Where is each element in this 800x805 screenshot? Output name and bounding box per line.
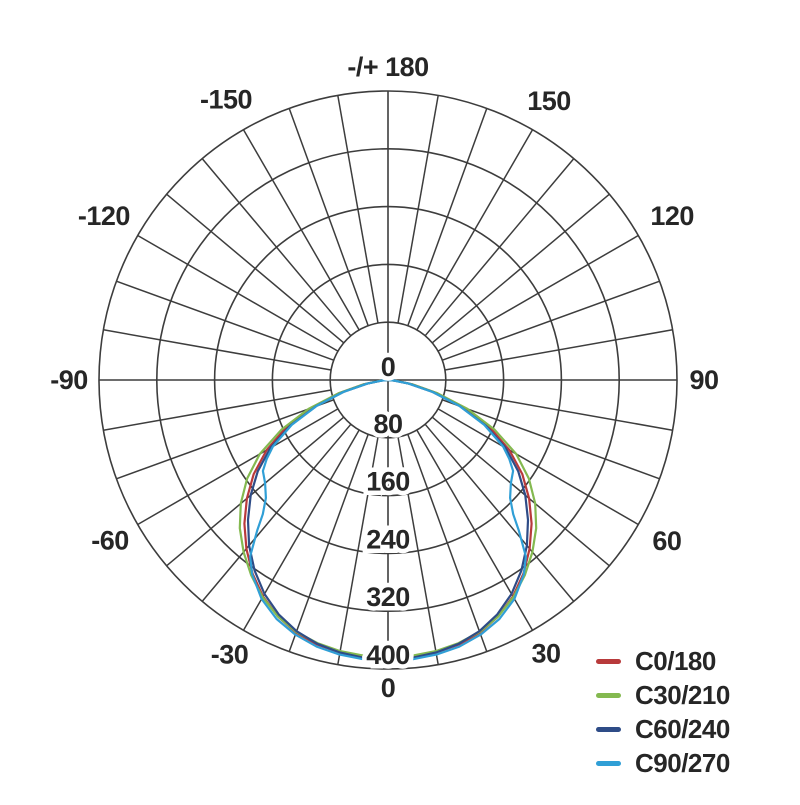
legend-swatch-c90-270 (596, 760, 621, 766)
polar-spoke-240 (137, 234, 339, 352)
radial-tick-label-240: 240 (366, 524, 410, 554)
legend-label-c0-180: C0/180 (635, 646, 716, 676)
polar-spoke-140 (424, 158, 575, 337)
polar-spoke-150 (416, 129, 534, 331)
legend-item-c90-270: C90/270 (596, 746, 730, 780)
polar-spoke-70 (442, 399, 660, 480)
polar-spoke-350 (337, 436, 379, 665)
legend-swatch-c30-210 (596, 692, 621, 698)
legend-item-c0-180: C0/180 (596, 644, 730, 678)
legend-label-c60-240: C60/240 (635, 714, 730, 744)
polar-spoke-40 (424, 423, 575, 602)
polar-spoke-290 (116, 399, 334, 480)
polar-spoke-280 (103, 389, 332, 431)
polar-spoke-190 (337, 95, 379, 324)
legend-item-c60-240: C60/240 (596, 712, 730, 746)
radial-tick-label-80: 80 (373, 409, 402, 439)
polar-spoke-110 (442, 280, 660, 361)
angle-label-0: 0 (381, 673, 396, 703)
polar-spoke-310 (166, 416, 345, 567)
curve-c60-240 (246, 378, 530, 661)
legend-label-c90-270: C90/270 (635, 748, 730, 778)
polar-spoke-340 (288, 434, 369, 652)
polar-spoke-300 (137, 408, 339, 526)
radial-tick-label-0: 0 (381, 352, 396, 382)
angle-label--150: -150 (200, 84, 252, 114)
legend-label-c30-210: C30/210 (635, 680, 730, 710)
curve-c30-210 (238, 378, 538, 658)
polar-spoke-260 (103, 329, 332, 371)
polar-spoke-10 (397, 436, 439, 665)
polar-spoke-50 (431, 416, 610, 567)
angle-label-120: 120 (650, 201, 694, 231)
polar-spoke-170 (397, 95, 439, 324)
polar-spoke-200 (288, 108, 369, 326)
polar-spoke-230 (166, 193, 345, 344)
polar-spoke-250 (116, 280, 334, 361)
polar-spoke-60 (437, 408, 639, 526)
legend: C0/180 C30/210 C60/240 C90/270 (596, 644, 730, 780)
radial-tick-label-160: 160 (366, 467, 410, 497)
legend-item-c30-210: C30/210 (596, 678, 730, 712)
radial-tick-label-320: 320 (366, 582, 410, 612)
polar-spoke-80 (444, 389, 673, 431)
angle-label-30: 30 (531, 639, 560, 669)
angle-label--60: -60 (91, 526, 129, 556)
angle-label-60: 60 (652, 526, 681, 556)
curve-c90-270 (249, 378, 527, 663)
legend-swatch-c0-180 (596, 658, 621, 664)
angle-label-180: -/+ 180 (347, 52, 428, 82)
radial-tick-label-400: 400 (366, 640, 410, 670)
polar-spoke-120 (437, 234, 639, 352)
angle-label--30: -30 (211, 640, 249, 670)
polar-spoke-130 (431, 193, 610, 344)
legend-swatch-c60-240 (596, 726, 621, 732)
angle-label--90: -90 (50, 365, 88, 395)
polar-spoke-160 (407, 108, 488, 326)
angle-label-150: 150 (527, 86, 571, 116)
polar-spoke-210 (242, 129, 360, 331)
polar-spoke-100 (444, 329, 673, 371)
angle-label--120: -120 (78, 201, 130, 231)
polar-spoke-220 (201, 158, 352, 337)
polar-spoke-20 (407, 434, 488, 652)
polar-spoke-320 (201, 423, 352, 602)
angle-label-90: 90 (689, 365, 718, 395)
